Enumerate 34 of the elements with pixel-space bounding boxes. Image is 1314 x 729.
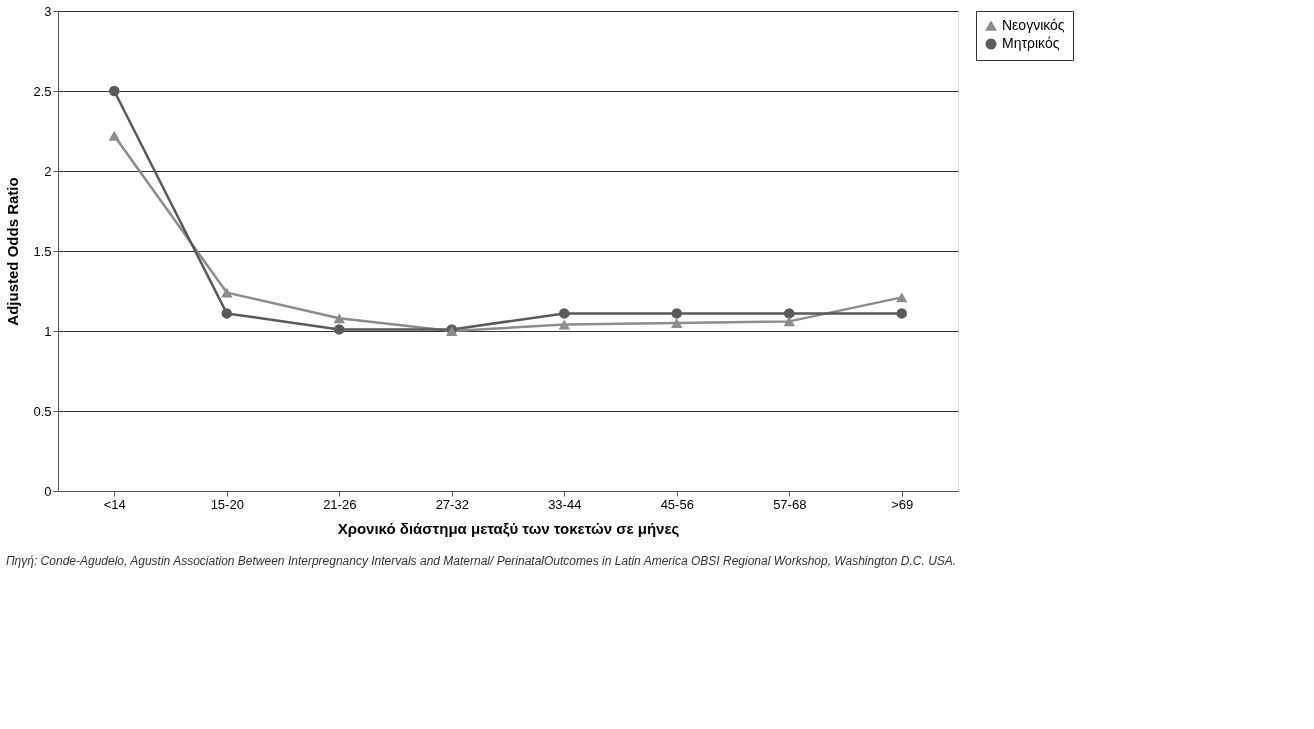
point xyxy=(333,313,345,324)
y-tick-label: 1.5 xyxy=(33,243,52,259)
x-tick-label: 21-26 xyxy=(323,496,357,512)
point xyxy=(784,308,795,319)
y-tick-label: 0.5 xyxy=(33,403,52,419)
point xyxy=(671,308,682,319)
x-tick-label: <14 xyxy=(103,496,126,512)
point xyxy=(783,316,795,327)
x-tick-label: 33-44 xyxy=(548,496,582,512)
point xyxy=(559,308,570,319)
x-tick-label: 57-68 xyxy=(773,496,807,512)
x-tick-label: >69 xyxy=(891,496,914,512)
x-axis-title: Χρονικό διάστημα μεταξύ των τοκετών σε μήνες xyxy=(337,519,680,537)
point xyxy=(896,308,907,319)
y-tick-label: 2 xyxy=(44,163,52,179)
x-tick-label: 45-56 xyxy=(660,496,694,512)
point xyxy=(896,292,908,303)
point xyxy=(221,308,232,319)
point xyxy=(334,324,345,335)
point xyxy=(108,130,120,141)
legend-label: Νεογνικός xyxy=(1002,17,1065,33)
point xyxy=(558,319,570,330)
y-tick-label: 0 xyxy=(44,483,52,499)
y-axis-title: Adjusted Odds Ratio xyxy=(4,177,22,326)
point xyxy=(671,318,683,328)
point xyxy=(109,85,120,97)
x-tick-label: 27-32 xyxy=(435,496,469,512)
point xyxy=(221,287,233,298)
text: Πηγή: Conde-Agudelo, Agustin Association Between Interpregnancy Intervals and Maternal/ PerinatalOutcomes in Latin America OBSI Regional Workshop, Washington D.C. USA. xyxy=(5,554,957,568)
y-tick-label: 3 xyxy=(44,3,52,19)
y-tick-label: 1 xyxy=(44,323,52,339)
y-tick-label: 2.5 xyxy=(33,83,52,99)
legend-label: Μητρικός xyxy=(1002,35,1060,51)
x-tick-label: 15-20 xyxy=(210,496,244,512)
